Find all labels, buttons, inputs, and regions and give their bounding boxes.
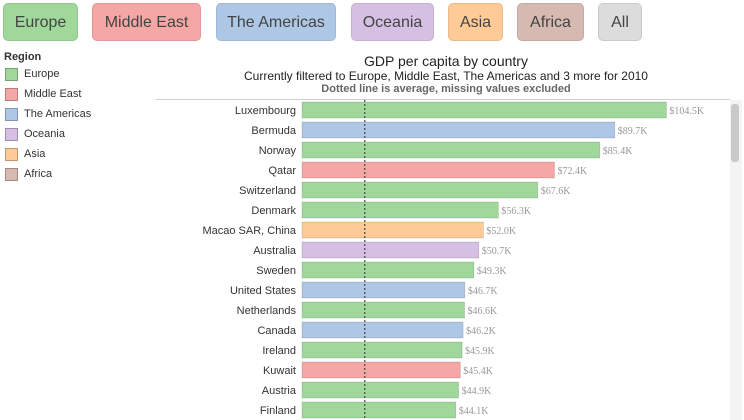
category-label: Denmark [251,205,296,217]
data-label: $46.7K [468,286,499,297]
category-label: Macao SAR, China [202,225,296,237]
bar-macao-sar-china[interactable] [301,221,484,239]
chart-note: Dotted line is average, missing values e… [321,83,571,95]
filter-button-oceania[interactable]: Oceania [351,3,434,41]
legend-label: Oceania [24,128,65,140]
chart-subtitle: Currently filtered to Europe, Middle Eas… [244,69,648,83]
bar-bermuda[interactable] [301,121,616,139]
data-label: $45.9K [465,346,496,357]
data-label: $50.7K [482,246,513,257]
data-label: $85.4K [603,146,634,157]
legend-label: Africa [24,168,53,180]
category-label: Australia [253,245,297,257]
bar-kuwait[interactable] [301,361,461,379]
legend-label: The Americas [24,108,92,120]
data-label: $44.1K [459,406,490,417]
legend-item-middle-east[interactable]: Middle East [4,84,124,104]
bar-canada[interactable] [301,321,464,339]
filter-button-europe[interactable]: Europe [3,3,78,41]
category-label: Norway [259,145,297,157]
category-label: Austria [262,385,297,397]
chart-scrollbar[interactable] [730,100,742,420]
bar-ireland[interactable] [301,341,463,359]
category-label: Sweden [256,265,296,277]
data-label: $52.0K [486,226,517,237]
category-label: Canada [257,325,296,337]
legend-item-europe[interactable]: Europe [4,64,124,84]
legend-title: Region [4,51,42,63]
region-filter-bar: Europe Middle East The Americas Oceania … [0,0,744,46]
bar-norway[interactable] [301,141,601,159]
data-label: $56.3K [501,206,532,217]
category-label: Ireland [262,345,296,357]
bar-sweden[interactable] [301,261,475,279]
data-label: $45.4K [463,366,494,377]
legend-label: Europe [24,68,60,80]
category-label: Switzerland [239,185,296,197]
data-label: $44.9K [462,386,493,397]
category-label: United States [230,285,297,297]
filter-button-asia[interactable]: Asia [448,3,503,41]
legend-item-oceania[interactable]: Oceania [4,124,124,144]
filter-button-africa[interactable]: Africa [517,3,584,41]
filter-button-the-americas[interactable]: The Americas [216,3,336,41]
legend-swatch [5,128,18,141]
legend-label: Middle East [24,88,82,100]
bar-netherlands[interactable] [301,301,465,319]
data-label: $72.4K [557,166,588,177]
bar-austria[interactable] [301,381,459,399]
chart-scrollbar-thumb[interactable] [731,104,739,162]
data-label: $46.2K [466,326,497,337]
bar-switzerland[interactable] [301,181,539,199]
category-label: Luxembourg [235,105,296,117]
filter-button-all[interactable]: All [598,3,642,41]
bar-finland[interactable] [301,401,457,419]
data-label: $67.6K [541,186,572,197]
legend-item-the-americas[interactable]: The Americas [4,104,124,124]
data-label: $89.7K [618,126,649,137]
legend-swatch [5,108,18,121]
bar-australia[interactable] [301,241,480,259]
legend-swatch [5,148,18,161]
filter-button-middle-east[interactable]: Middle East [92,3,201,41]
data-label: $104.5K [669,106,705,117]
legend-swatch [5,88,18,101]
category-label: Bermuda [251,125,297,137]
bar-luxembourg[interactable] [301,101,667,119]
bar-qatar[interactable] [301,161,555,179]
category-label: Qatar [268,165,296,177]
bar-united-states[interactable] [301,281,466,299]
legend-label: Asia [24,148,46,160]
legend-item-asia[interactable]: Asia [4,144,124,164]
legend-swatch [5,168,18,181]
chart-title: GDP per capita by country [364,53,528,69]
category-label: Kuwait [263,365,296,377]
data-label: $46.6K [467,306,498,317]
category-label: Finland [260,405,296,417]
region-legend: Region Europe Middle East The Americas O… [4,50,124,184]
legend-swatch [5,68,18,81]
legend-item-africa[interactable]: Africa [4,164,124,184]
category-label: Netherlands [237,305,297,317]
bar-denmark[interactable] [301,201,499,219]
data-label: $49.3K [477,266,508,277]
